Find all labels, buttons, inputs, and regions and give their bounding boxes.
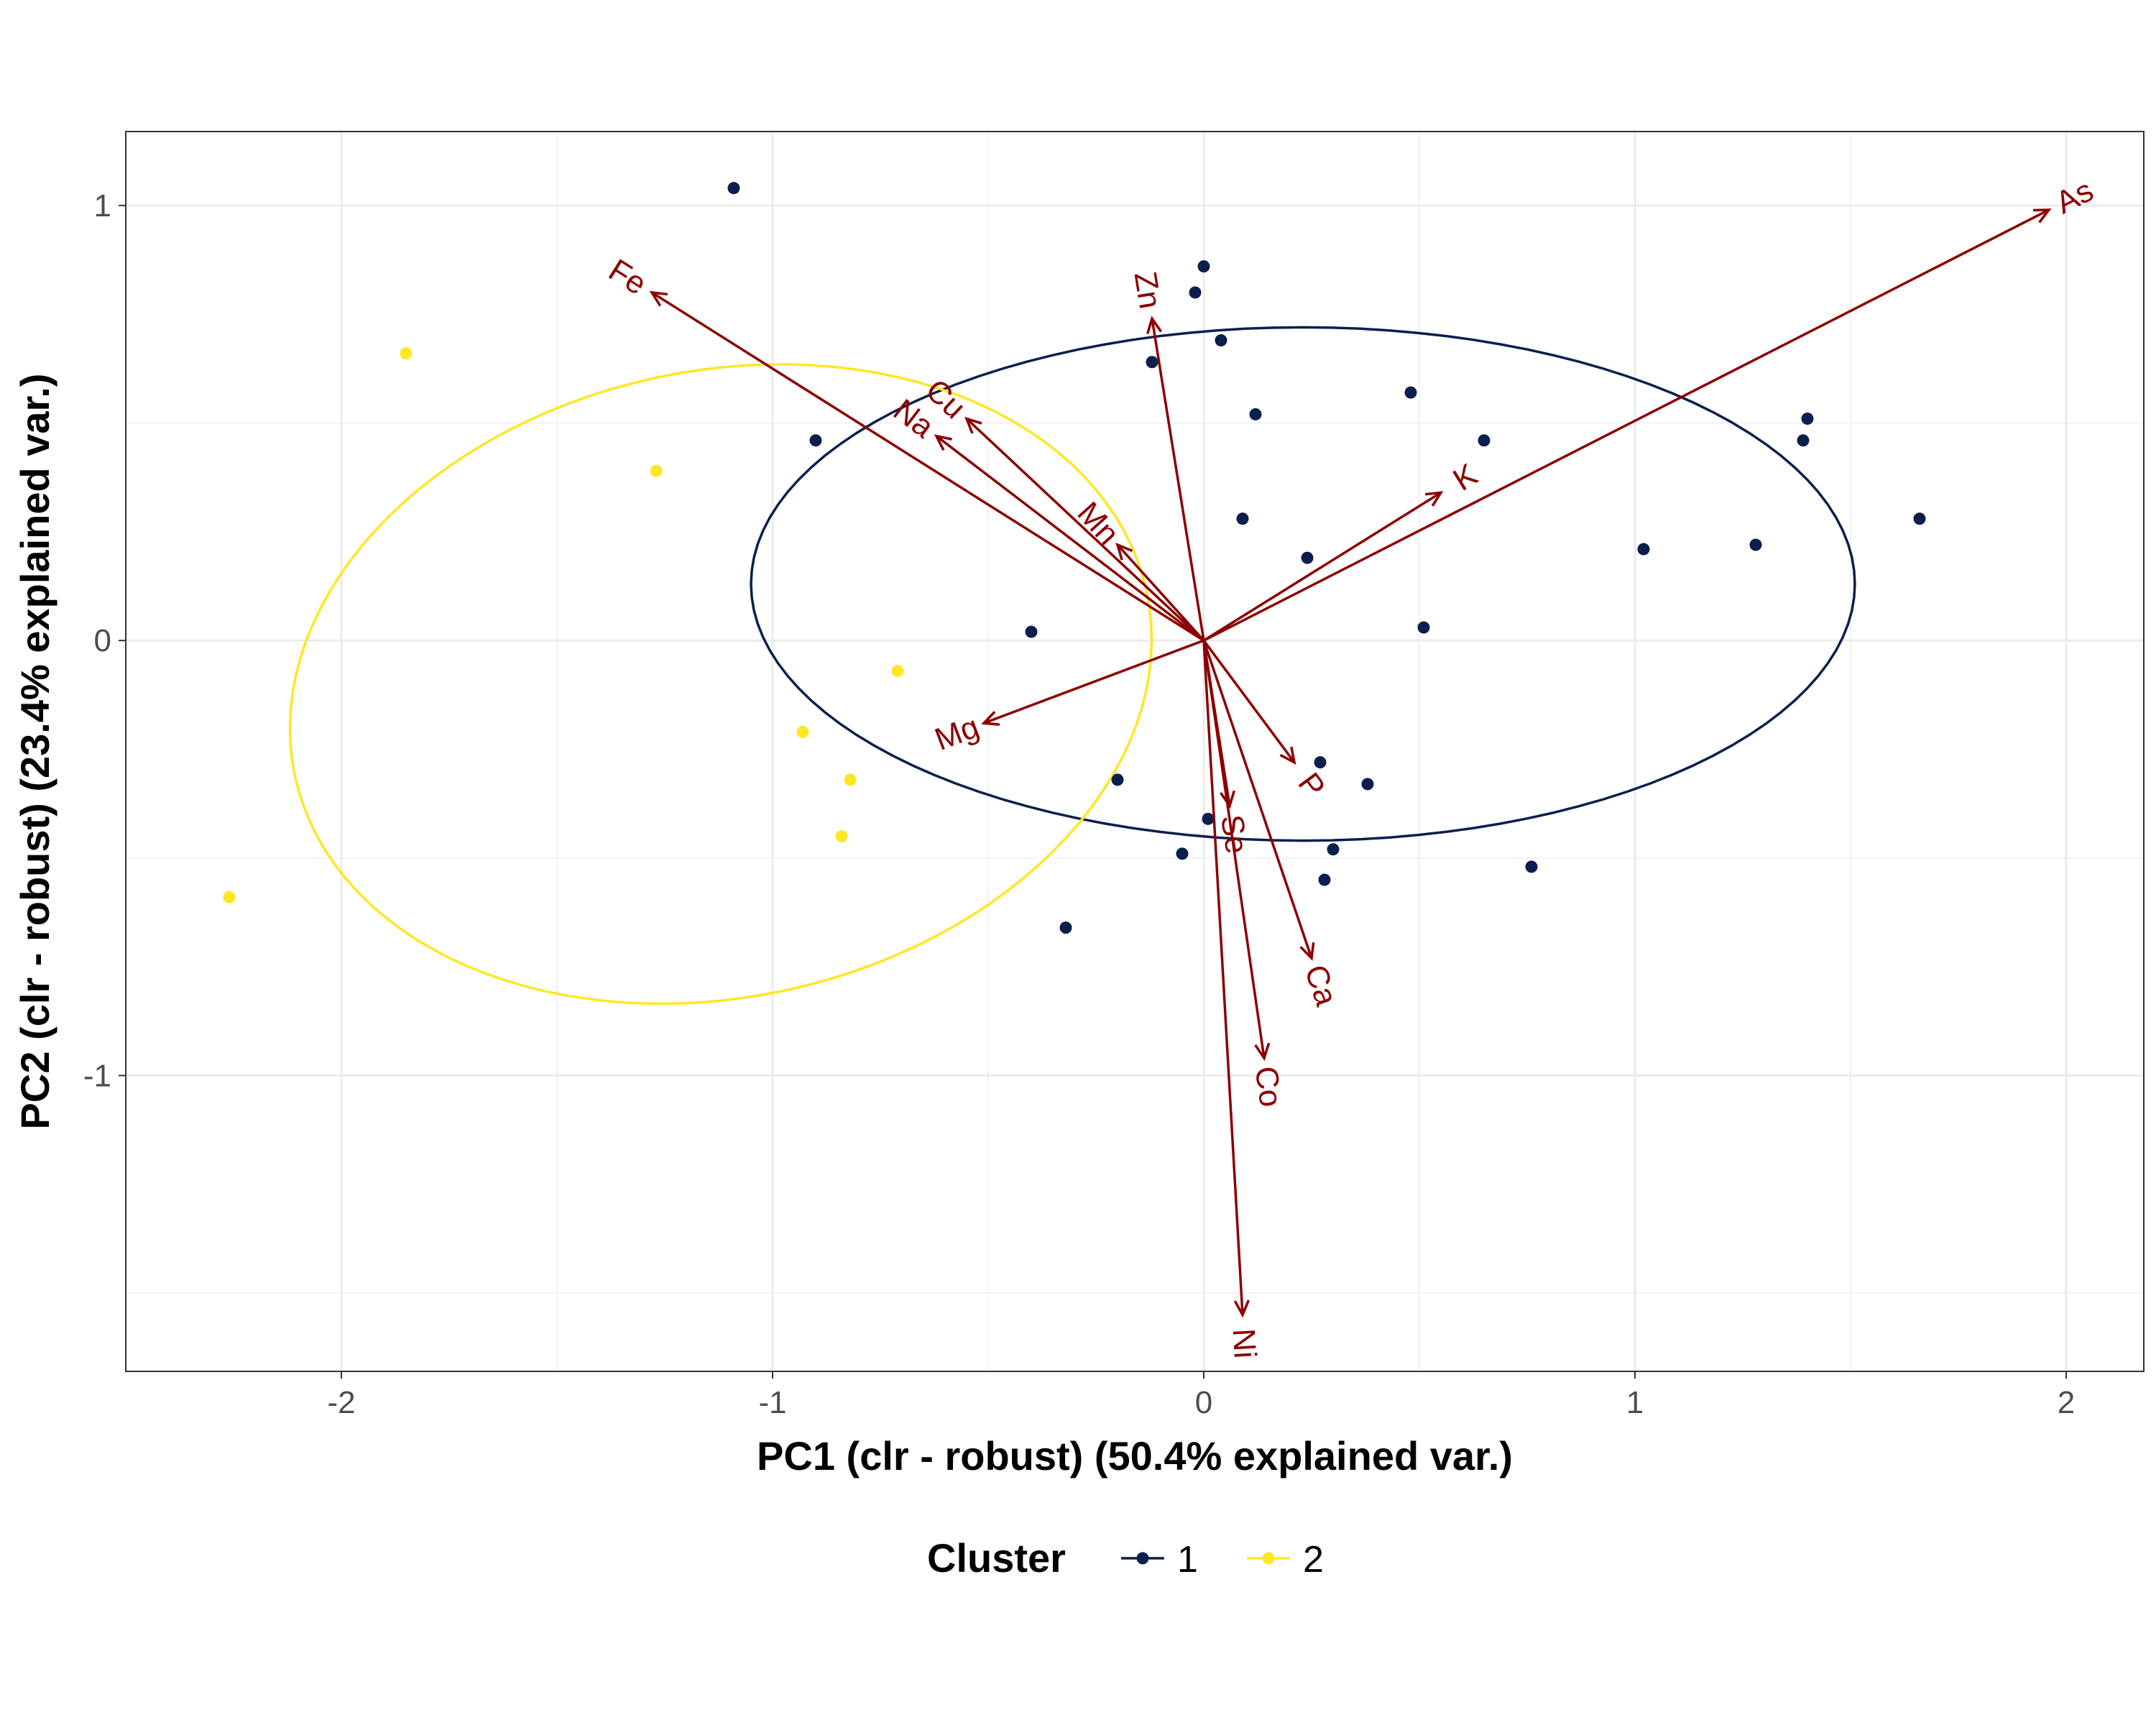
x-tick-label: 2 (2058, 1385, 2075, 1420)
arrowhead-se (1220, 790, 1236, 809)
arrow-cu (965, 418, 1205, 642)
arrow-mn (1116, 543, 1205, 642)
arrow-label-k: K (1447, 457, 1484, 498)
cluster-1-point (1749, 538, 1762, 551)
cluster-2-point (650, 464, 663, 477)
arrow-k (1203, 491, 1442, 642)
cluster-1-point (1404, 386, 1417, 399)
cluster-1-point (1318, 873, 1331, 886)
cluster-1-point (1059, 921, 1072, 934)
arrow-label-co: Co (1248, 1064, 1289, 1109)
cluster-1-point (1025, 625, 1038, 638)
cluster-1-point (1314, 756, 1327, 769)
data-points (223, 182, 1926, 934)
cluster-1-point (1525, 860, 1538, 873)
y-axis-title: PC2 (clr - robust) (23.4% explained var.… (12, 374, 57, 1130)
grid-lines (126, 132, 2144, 1371)
cluster-2-point (400, 347, 413, 360)
cluster-1-point (1801, 412, 1814, 425)
cluster-2-point (223, 891, 236, 903)
cluster-2-ellipse (288, 363, 1153, 1006)
arrow-label-fe: Fe (602, 252, 653, 302)
cluster-1-point (1417, 621, 1430, 634)
cluster-1-point (1236, 512, 1249, 525)
axis-ticks: -2 -1 0 1 2 -1 0 1 (83, 188, 2075, 1420)
cluster-1-point (1189, 286, 1202, 299)
cluster-1-point (1327, 843, 1340, 856)
cluster-1-point (1637, 543, 1650, 556)
cluster-1-point (1913, 512, 1926, 525)
cluster-1-point (727, 182, 740, 195)
cluster-1-point (1478, 434, 1491, 447)
legend-label-1: 1 (1177, 1539, 1198, 1581)
arrow-label-zn: Zn (1127, 270, 1168, 311)
x-tick-label: -2 (327, 1385, 355, 1420)
cluster-1-ellipse (750, 326, 1856, 842)
cluster-1-point (809, 434, 822, 447)
y-tick-label: -1 (83, 1058, 111, 1093)
arrowhead-as (2032, 208, 2052, 224)
arrowhead-cu (964, 416, 982, 434)
arrow-label-mg: Mg (930, 709, 983, 758)
arrow-zn (1151, 318, 1205, 641)
arrow-as (1203, 208, 2050, 642)
arrow-fe (651, 291, 1204, 642)
arrowhead-co (1254, 1042, 1271, 1062)
arrow-label-ni: Ni (1226, 1328, 1263, 1359)
arrow-label-mn: Mn (1071, 495, 1126, 551)
y-tick-label: 0 (94, 623, 111, 658)
arrow-co (1202, 640, 1266, 1059)
cluster-1-point (1146, 356, 1158, 369)
arrowhead-mg (981, 711, 1000, 726)
y-tick-label: 1 (94, 188, 111, 224)
cluster-1-point (1797, 434, 1810, 447)
cluster-1-point (1215, 334, 1227, 347)
arrowhead-zn (1146, 316, 1163, 334)
legend-label-2: 2 (1303, 1539, 1324, 1581)
cluster-1-point (1301, 551, 1314, 564)
arrow-ni (1202, 640, 1244, 1315)
x-axis-title: PC1 (clr - robust) (50.4% explained var.… (757, 1433, 1513, 1478)
arrowhead-ni (1233, 1300, 1250, 1318)
cluster-1-point (1176, 847, 1189, 860)
cluster-1-point (1197, 260, 1210, 273)
cluster-1-point (1202, 812, 1215, 825)
cluster-2-point (844, 773, 857, 786)
x-tick-label: 0 (1195, 1385, 1212, 1420)
arrow-label-as: As (2050, 172, 2099, 221)
cluster-1-point (1111, 773, 1124, 786)
x-tick-label: 1 (1626, 1385, 1644, 1420)
arrow-ca (1202, 640, 1313, 959)
cluster-2-point (891, 665, 904, 678)
arrow-na (935, 435, 1205, 642)
x-tick-label: -1 (758, 1385, 786, 1420)
arrowhead-p (1279, 746, 1296, 765)
cluster-1-point (1249, 408, 1262, 420)
arrow-label-ca: Ca (1298, 960, 1345, 1011)
arrowhead-na (934, 434, 952, 451)
legend-key-point-2 (1262, 1552, 1275, 1565)
legend-title: Cluster (927, 1535, 1066, 1581)
cluster-2-point (796, 725, 809, 738)
arrowhead-ca (1299, 942, 1315, 961)
arrowhead-fe (649, 290, 668, 307)
arrow-mg (983, 639, 1204, 724)
cluster-2-point (835, 830, 848, 843)
legend-key-point-1 (1136, 1552, 1149, 1565)
confidence-ellipses (288, 326, 1856, 1006)
plot-panel-border (125, 131, 2145, 1372)
arrow-label-p: P (1291, 766, 1332, 804)
arrowhead-mn (1115, 543, 1133, 561)
cluster-1-point (1361, 778, 1374, 791)
arrowhead-k (1424, 491, 1444, 507)
arrow-p (1202, 640, 1296, 763)
